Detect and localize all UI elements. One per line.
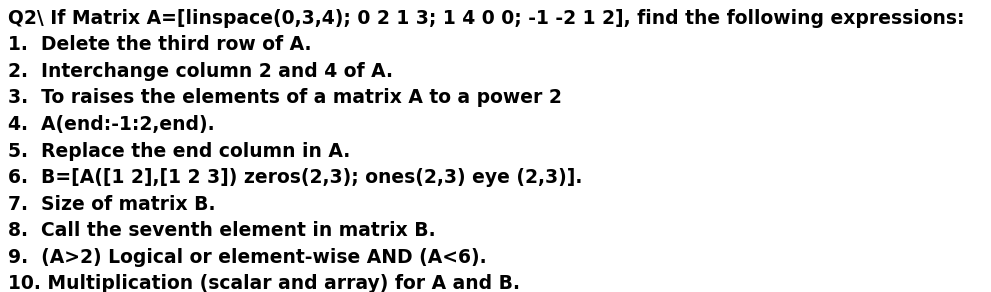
Text: 5.  Replace the end column in A.: 5. Replace the end column in A. bbox=[8, 142, 350, 161]
Text: 3.  To raises the elements of a matrix A to a power 2: 3. To raises the elements of a matrix A … bbox=[8, 88, 562, 107]
Text: 8.  Call the seventh element in matrix B.: 8. Call the seventh element in matrix B. bbox=[8, 221, 436, 240]
Text: 1.  Delete the third row of A.: 1. Delete the third row of A. bbox=[8, 35, 311, 54]
Text: 10. Multiplication (scalar and array) for A and B.: 10. Multiplication (scalar and array) fo… bbox=[8, 274, 520, 292]
Text: 2.  Interchange column 2 and 4 of A.: 2. Interchange column 2 and 4 of A. bbox=[8, 62, 392, 81]
Text: Q2\ If Matrix A=[linspace(0,3,4); 0 2 1 3; 1 4 0 0; -1 -2 1 2], find the followi: Q2\ If Matrix A=[linspace(0,3,4); 0 2 1 … bbox=[8, 9, 964, 28]
Text: 6.  B=[A([1 2],[1 2 3]) zeros(2,3); ones(2,3) eye (2,3)].: 6. B=[A([1 2],[1 2 3]) zeros(2,3); ones(… bbox=[8, 168, 583, 187]
Text: 4.  A(end:-1:2,end).: 4. A(end:-1:2,end). bbox=[8, 115, 215, 134]
Text: 7.  Size of matrix B.: 7. Size of matrix B. bbox=[8, 195, 215, 214]
Text: 9.  (A>2) Logical or element-wise AND (A<6).: 9. (A>2) Logical or element-wise AND (A<… bbox=[8, 248, 487, 267]
